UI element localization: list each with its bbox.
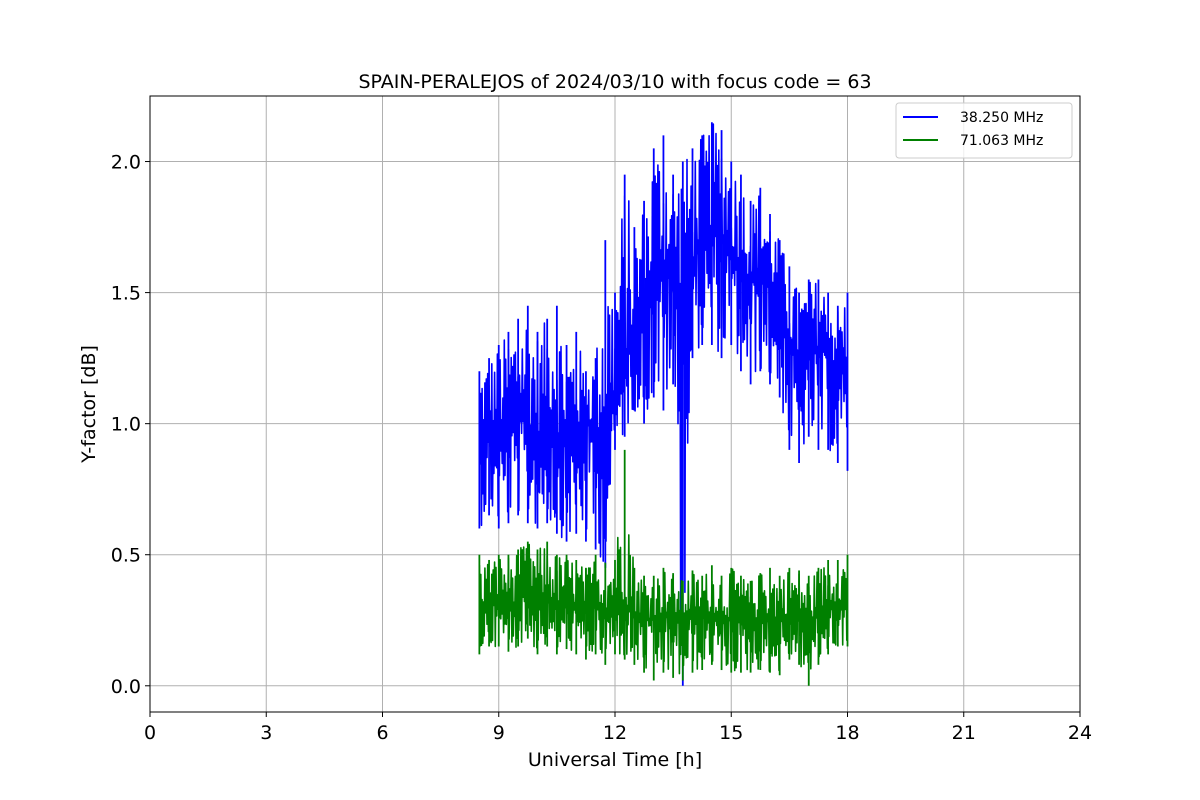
y-axis-label: Y-factor [dB] [78,345,100,464]
series-layer [478,122,849,686]
chart-title: SPAIN-PERALEJOS of 2024/03/10 with focus… [358,71,871,93]
x-tick-label: 6 [376,722,388,744]
x-tick-label: 24 [1068,722,1092,744]
legend-label-71mhz: 71.063 MHz [960,133,1043,149]
y-tick-label: 1.0 [111,414,141,436]
x-tick-label: 0 [144,722,156,744]
y-tick-label: 2.0 [111,152,141,174]
y-tick-label: 1.5 [111,283,141,305]
x-axis-label: Universal Time [h] [528,749,702,771]
ticks: 0 3 6 9 12 15 18 21 24 0.0 0.5 1.0 1.5 2.0 [111,152,1092,744]
x-tick-label: 12 [603,722,627,744]
legend-box [895,102,1073,159]
legend-label-38mhz: 38.250 MHz [960,110,1043,126]
x-tick-label: 21 [952,722,976,744]
series-71mhz [478,449,849,686]
x-tick-label: 18 [835,722,859,744]
x-tick-label: 3 [260,722,272,744]
y-tick-label: 0.0 [111,676,141,698]
y-tick-label: 0.5 [111,545,141,567]
legend: 38.250 MHz 71.063 MHz [895,102,1073,159]
series-38mhz [478,122,849,686]
x-tick-label: 15 [719,722,743,744]
x-tick-label: 9 [493,722,505,744]
